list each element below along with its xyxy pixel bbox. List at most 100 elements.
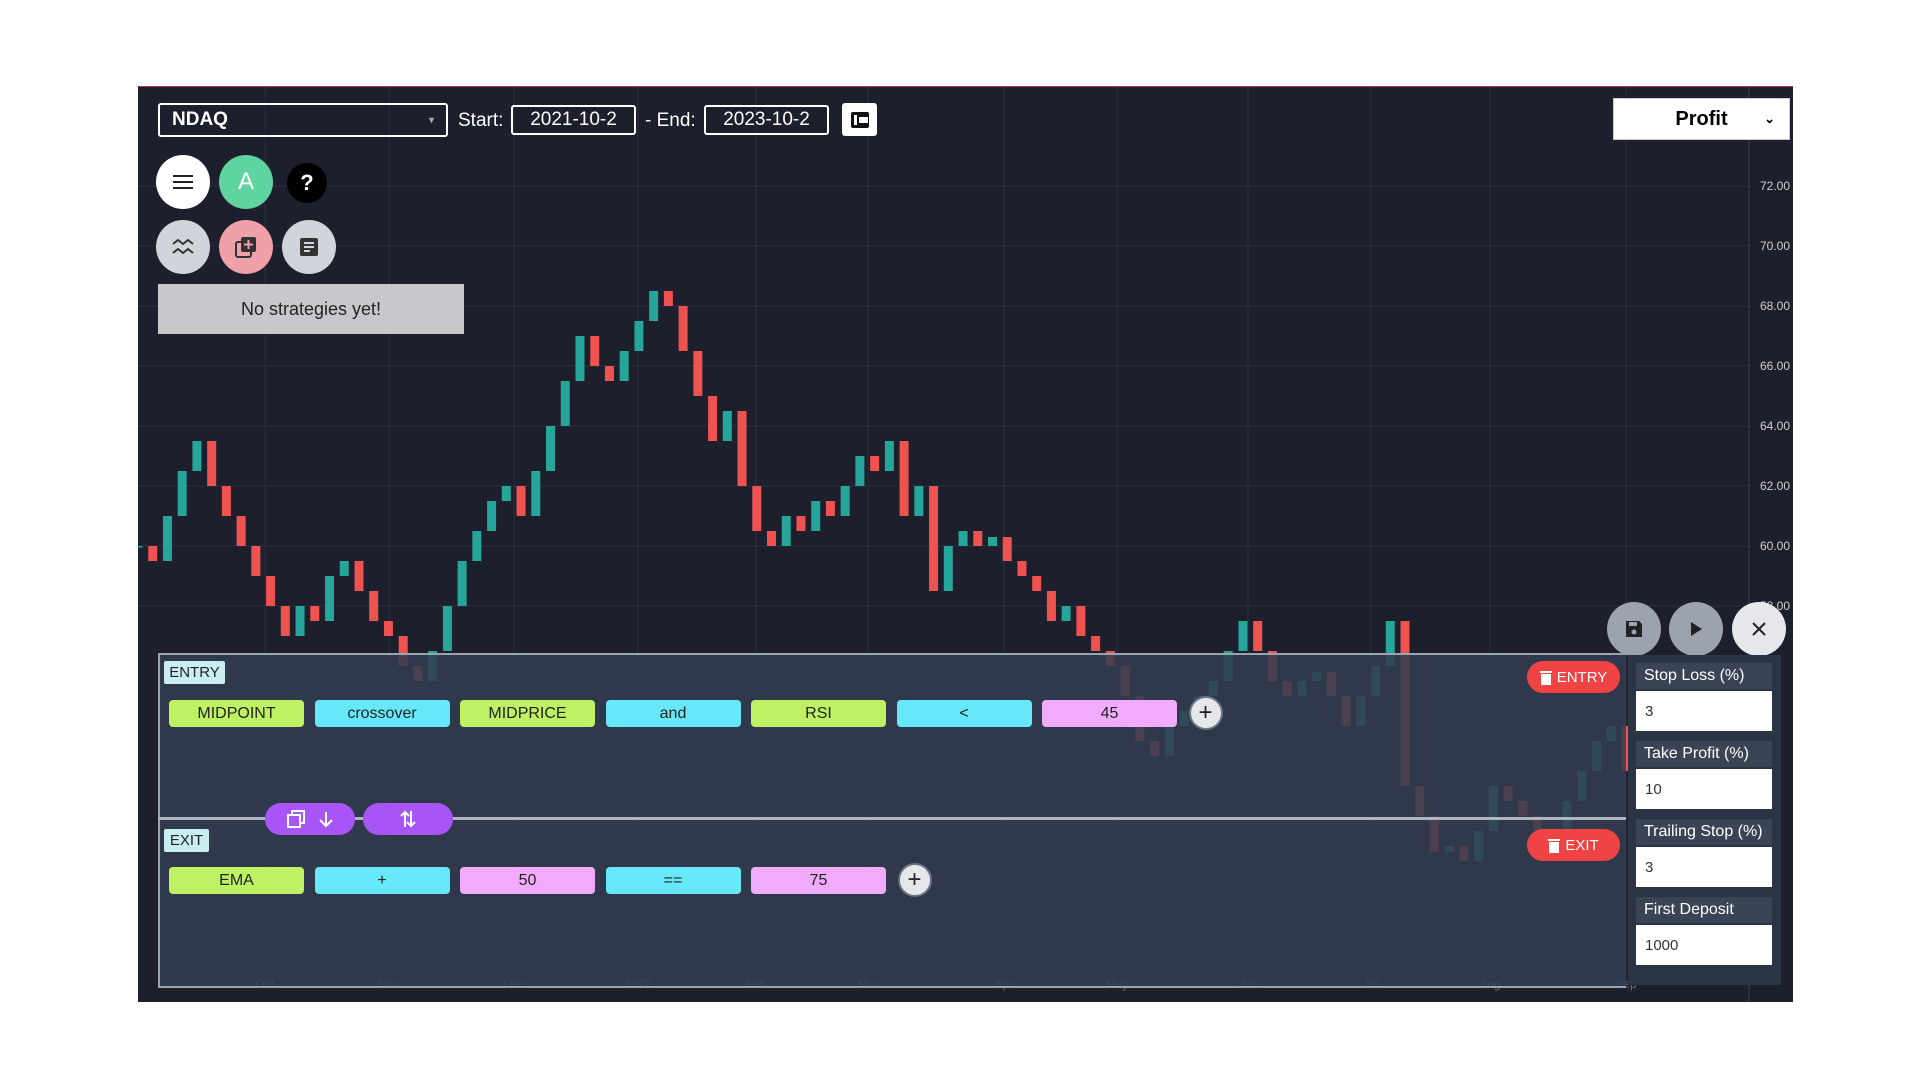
symbol-select[interactable]: NDAQ ▾ — [158, 103, 448, 137]
swap-icon — [400, 810, 416, 828]
candle — [914, 486, 924, 516]
y-tick-label: 68.00 — [1760, 299, 1790, 313]
candle — [1002, 537, 1012, 561]
candle — [531, 471, 541, 516]
copy-button[interactable] — [265, 803, 355, 835]
calendar-button[interactable] — [842, 103, 877, 136]
metric-text: Profit — [1675, 107, 1728, 130]
candle — [295, 606, 305, 636]
entry-token[interactable]: crossover — [314, 700, 450, 727]
delete-exit-button[interactable]: EXIT — [1527, 829, 1620, 861]
exit-token[interactable]: EMA — [169, 867, 304, 894]
candle — [162, 516, 172, 561]
candle — [943, 546, 953, 591]
save-button[interactable] — [1607, 602, 1661, 656]
candle — [590, 336, 600, 366]
close-button[interactable] — [1732, 602, 1786, 656]
candle — [929, 486, 939, 591]
candle — [354, 561, 364, 591]
candle — [840, 486, 850, 516]
candle — [325, 576, 335, 621]
entry-token[interactable]: RSI — [751, 700, 886, 727]
down-arrow-icon — [319, 812, 333, 827]
setting-input[interactable]: 10 — [1636, 769, 1772, 809]
delete-exit-text: EXIT — [1565, 836, 1599, 854]
candle — [546, 426, 556, 471]
close-icon — [1752, 622, 1766, 636]
candle — [649, 291, 659, 321]
candle — [767, 531, 777, 546]
dropdown-arrow: ▾ — [428, 114, 434, 126]
candle — [604, 366, 614, 381]
candle — [884, 441, 894, 471]
delete-entry-text: ENTRY — [1556, 668, 1608, 686]
setting-input[interactable]: 1000 — [1636, 925, 1772, 965]
candle — [1253, 621, 1263, 651]
dropdown-arrow: ⌄ — [1764, 111, 1775, 126]
candle — [1017, 561, 1027, 576]
add-token-button[interactable]: + — [897, 863, 932, 897]
y-tick-label: 72.00 — [1760, 179, 1790, 193]
add-token-button[interactable]: + — [1188, 696, 1223, 730]
candle — [560, 381, 570, 426]
candle — [958, 531, 968, 546]
swap-button[interactable] — [363, 803, 453, 835]
exit-token[interactable]: 50 — [460, 867, 595, 894]
wave-icon — [172, 239, 194, 255]
candle — [1061, 606, 1071, 621]
candle — [207, 441, 217, 486]
account-button[interactable]: A — [219, 155, 273, 209]
symbol-text: NDAQ — [172, 109, 228, 130]
indicator-button[interactable] — [156, 220, 210, 274]
setting-label: First Deposit — [1636, 897, 1772, 923]
candle — [266, 576, 276, 606]
start-date[interactable]: 2021-10-2 — [511, 105, 636, 135]
notes-icon — [300, 238, 318, 256]
exit-token[interactable]: + — [314, 867, 450, 894]
entry-token[interactable]: < — [896, 700, 1032, 727]
candle — [619, 351, 629, 381]
menu-button[interactable] — [156, 155, 210, 209]
entry-token[interactable]: MIDPOINT — [169, 700, 304, 727]
candle — [899, 441, 909, 516]
metric-select[interactable]: Profit ⌄ — [1613, 98, 1790, 140]
delete-entry-button[interactable]: ENTRY — [1527, 661, 1620, 693]
add-icon — [235, 237, 256, 258]
setting-label: Trailing Stop (%) — [1636, 819, 1772, 845]
candle — [678, 306, 688, 351]
entry-token[interactable]: and — [605, 700, 741, 727]
candle — [192, 441, 202, 471]
entry-token[interactable]: MIDPRICE — [460, 700, 595, 727]
wallet-icon — [850, 111, 869, 128]
run-button[interactable] — [1669, 602, 1723, 656]
add-strategy-button[interactable] — [219, 220, 273, 274]
y-tick-label: 66.00 — [1760, 359, 1790, 373]
copy-icon — [287, 810, 305, 828]
candle — [987, 537, 997, 546]
candle — [501, 486, 511, 501]
candle — [870, 456, 880, 471]
candle — [310, 606, 320, 621]
notes-button[interactable] — [282, 220, 336, 274]
candle — [148, 546, 158, 561]
y-tick-label: 64.00 — [1760, 419, 1790, 433]
entry-tag: ENTRY — [164, 661, 225, 684]
setting-label: Take Profit (%) — [1636, 741, 1772, 767]
end-date[interactable]: 2023-10-2 — [704, 105, 829, 135]
entry-token[interactable]: 45 — [1042, 700, 1177, 727]
setting-input[interactable]: 3 — [1636, 691, 1772, 731]
setting-label: Stop Loss (%) — [1636, 663, 1772, 689]
candle — [516, 486, 526, 516]
candle — [722, 411, 732, 441]
candle — [383, 621, 393, 636]
help-button[interactable]: ? — [287, 163, 327, 203]
exit-token[interactable]: 75 — [751, 867, 886, 894]
exit-token[interactable]: == — [605, 867, 741, 894]
candle — [693, 351, 703, 396]
candle — [221, 486, 231, 516]
y-tick-label: 70.00 — [1760, 239, 1790, 253]
y-tick-label: 60.00 — [1760, 539, 1790, 553]
candle — [280, 606, 290, 636]
setting-input[interactable]: 3 — [1636, 847, 1772, 887]
